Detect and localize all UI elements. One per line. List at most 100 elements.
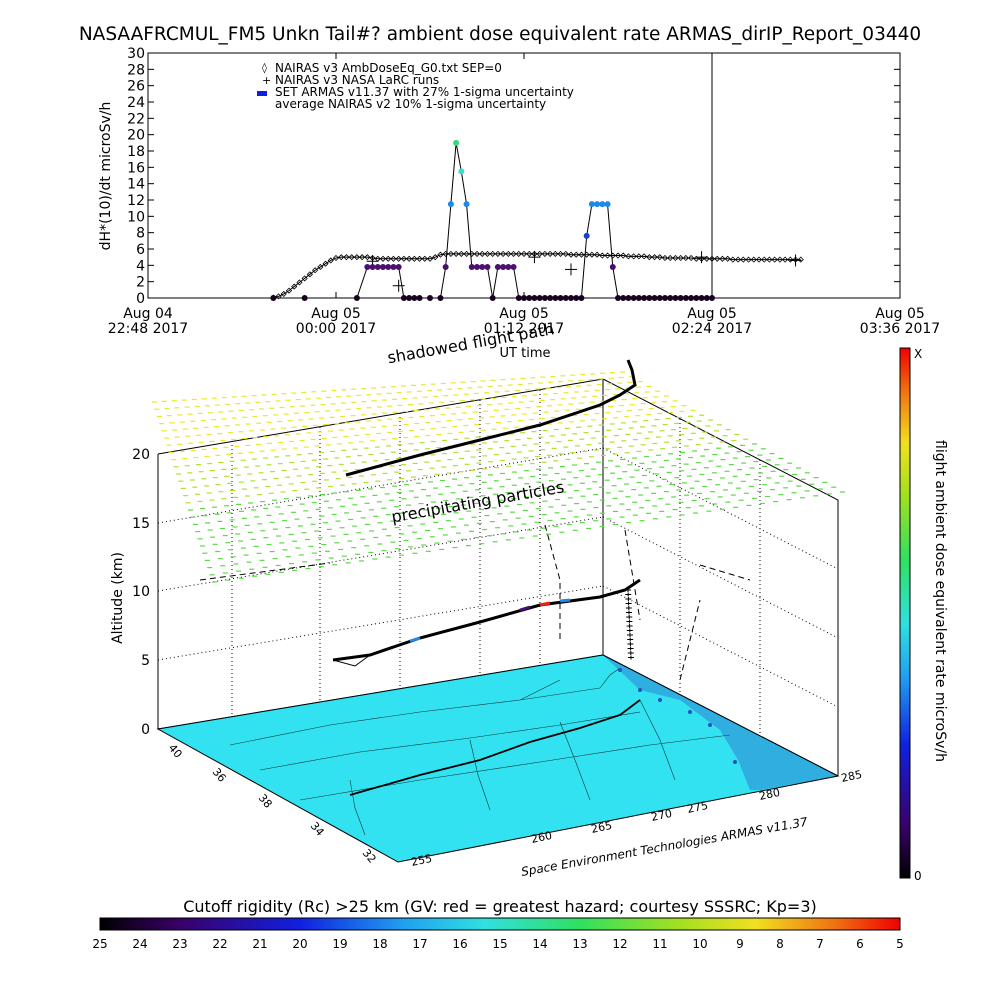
armas-point [301,295,308,301]
armas-point [541,295,548,301]
lat-tick-38: 38 [256,792,275,811]
nairas-point [620,252,627,259]
y-tick-label: 4 [136,258,145,274]
nairas-point [379,255,387,262]
nairas-point [567,251,575,258]
nairas-point [285,287,293,294]
map-floor-edge [156,654,840,863]
armas-point [578,295,585,301]
nairas-point [343,254,350,261]
rigidity-tick-label: 5 [896,937,904,951]
nairas-point [693,255,700,262]
rigidity-tick-label: 20 [292,937,307,951]
y-tick-label: 14 [127,177,145,193]
particle-grid [152,371,845,583]
lat-tick-36: 36 [210,766,229,785]
nairas-point [599,252,606,259]
rigidity-tick-label: 8 [776,937,784,951]
armas-point [369,263,376,270]
armas-point [411,295,418,301]
x-tick-label-time: 02:24 2017 [672,321,752,337]
armas-point [526,295,533,301]
nairas-point [761,256,768,263]
rigidity-tick-label: 18 [372,937,387,951]
lon-tick-255: 255 [410,852,433,869]
nairas-point [797,256,804,263]
nairas-point [385,255,392,262]
nairas-point [672,254,679,262]
rigidity-tick-label: 17 [412,937,427,951]
z-tick-20: 20 [132,447,150,463]
lat-tick-40: 40 [166,742,185,761]
y-tick-label: 22 [127,111,145,127]
coastline-detail [618,668,737,764]
armas-point [406,295,413,301]
nairas-point [515,250,522,257]
armas-point [500,263,507,270]
nairas-point [327,257,334,264]
flight-3d-plot: shadowed flight path precipitating parti… [110,319,863,879]
annotation-precipitating-particles: precipitating particles [390,477,566,526]
armas-point [390,263,397,270]
nairas-point [359,254,366,261]
nairas-point [583,251,590,258]
armas-point [536,295,543,301]
rigidity-tick-label: 23 [172,937,187,951]
nairas-point [306,271,313,278]
armas-point [442,263,449,270]
armas-point [270,295,277,301]
armas-point [479,263,486,270]
series-points [270,139,804,301]
nairas-point [364,254,371,261]
armas-point [688,295,695,301]
right-wall-frame [602,378,839,776]
nairas-point [500,250,507,257]
nairas-point [782,256,789,263]
ground-track [349,699,641,796]
nairas-point [677,254,684,262]
nairas-point [703,255,710,262]
nairas-point [479,250,486,257]
nairas-point [614,252,622,259]
nairas-point [489,250,496,257]
armas-point [474,263,480,270]
nairas-point [332,254,340,262]
armas-point [594,201,601,208]
nairas-point [468,250,475,257]
armas-point [505,263,512,270]
z-tick-10: 10 [132,584,150,600]
armas-point [662,295,668,301]
nairas-point [296,279,303,286]
nairas-point [390,255,397,262]
nairas-point [714,255,721,262]
legend-marker-diamond: ◊ [262,62,267,74]
y-tick-label: 28 [127,62,145,78]
armas-point [400,295,407,301]
armas-point [515,295,522,301]
x-tick-label-time: 03:36 2017 [860,321,940,337]
nairas-point [301,275,308,282]
rigidity-colorbar-gradient [99,917,901,931]
armas-point [447,201,454,208]
armas-point [521,295,527,301]
legend-label-2: SET ARMAS v11.37 with 27% 1-sigma uncert… [275,85,574,99]
nairas-point [588,251,595,258]
armas-point [416,295,423,301]
nairas-point [729,256,736,263]
nairas-point [400,255,407,262]
nairas-point [609,252,616,259]
dose-colorbar-bottom-label: 0 [914,869,922,883]
map-borders [229,667,731,836]
armas-point [651,295,658,301]
armas-point [353,295,360,301]
dose-colorbar-top-label: X [914,347,922,361]
series-lines [273,142,801,299]
rigidity-tick-label: 9 [736,937,744,951]
nairas-point [661,254,669,262]
y-tick-label: 18 [127,144,145,160]
nairas-point [505,250,512,257]
nairas-point [526,250,533,257]
nairas-point [667,254,674,262]
rigidity-tick-label: 15 [492,937,507,951]
